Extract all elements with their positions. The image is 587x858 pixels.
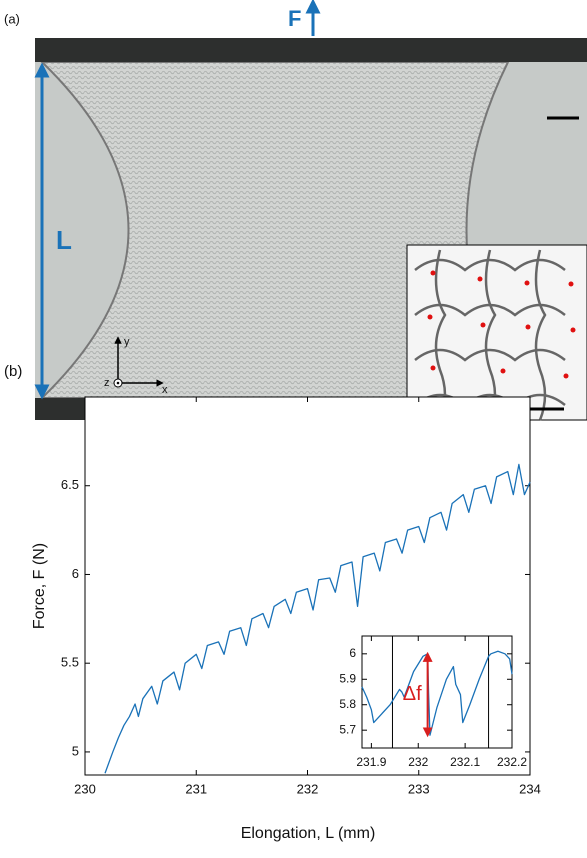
axis-z-label: z (104, 377, 110, 389)
x-tick-label: 232.1 (450, 755, 480, 769)
force-label: F (288, 6, 301, 31)
x-tick-label: 232.2 (497, 755, 527, 769)
panel-label: (a) (4, 11, 20, 26)
y-tick-label: 5.7 (339, 722, 356, 736)
panel-label: (b) (4, 363, 22, 380)
x-axis-label: Elongation, L (mm) (241, 825, 376, 842)
annotation-label: Δf (403, 683, 422, 705)
x-tick-label: 232 (408, 755, 428, 769)
axis-y-label: y (124, 336, 130, 348)
x-tick-label: 231.9 (356, 755, 386, 769)
y-tick-label: 6.5 (61, 477, 79, 492)
y-tick-label: 5.9 (339, 671, 356, 685)
axis-x-label: x (162, 384, 168, 396)
y-tick-label: 6 (72, 566, 79, 581)
photo (34, 0, 587, 421)
y-axis-label: Force, F (N) (31, 543, 48, 629)
x-tick-label: 234 (519, 781, 541, 796)
x-tick-label: 231 (185, 781, 207, 796)
x-tick-label: 230 (74, 781, 96, 796)
y-tick-label: 5 (72, 743, 79, 758)
y-tick-label: 5.8 (339, 697, 356, 711)
length-label: L (56, 225, 72, 255)
y-tick-label: 6 (349, 646, 356, 660)
data-line (104, 463, 531, 774)
y-tick-label: 5.5 (61, 655, 79, 670)
x-tick-label: 232 (297, 781, 319, 796)
inset-photo (406, 244, 587, 421)
plot-frame (361, 635, 513, 749)
data-line (361, 650, 513, 736)
x-tick-label: 233 (408, 781, 430, 796)
